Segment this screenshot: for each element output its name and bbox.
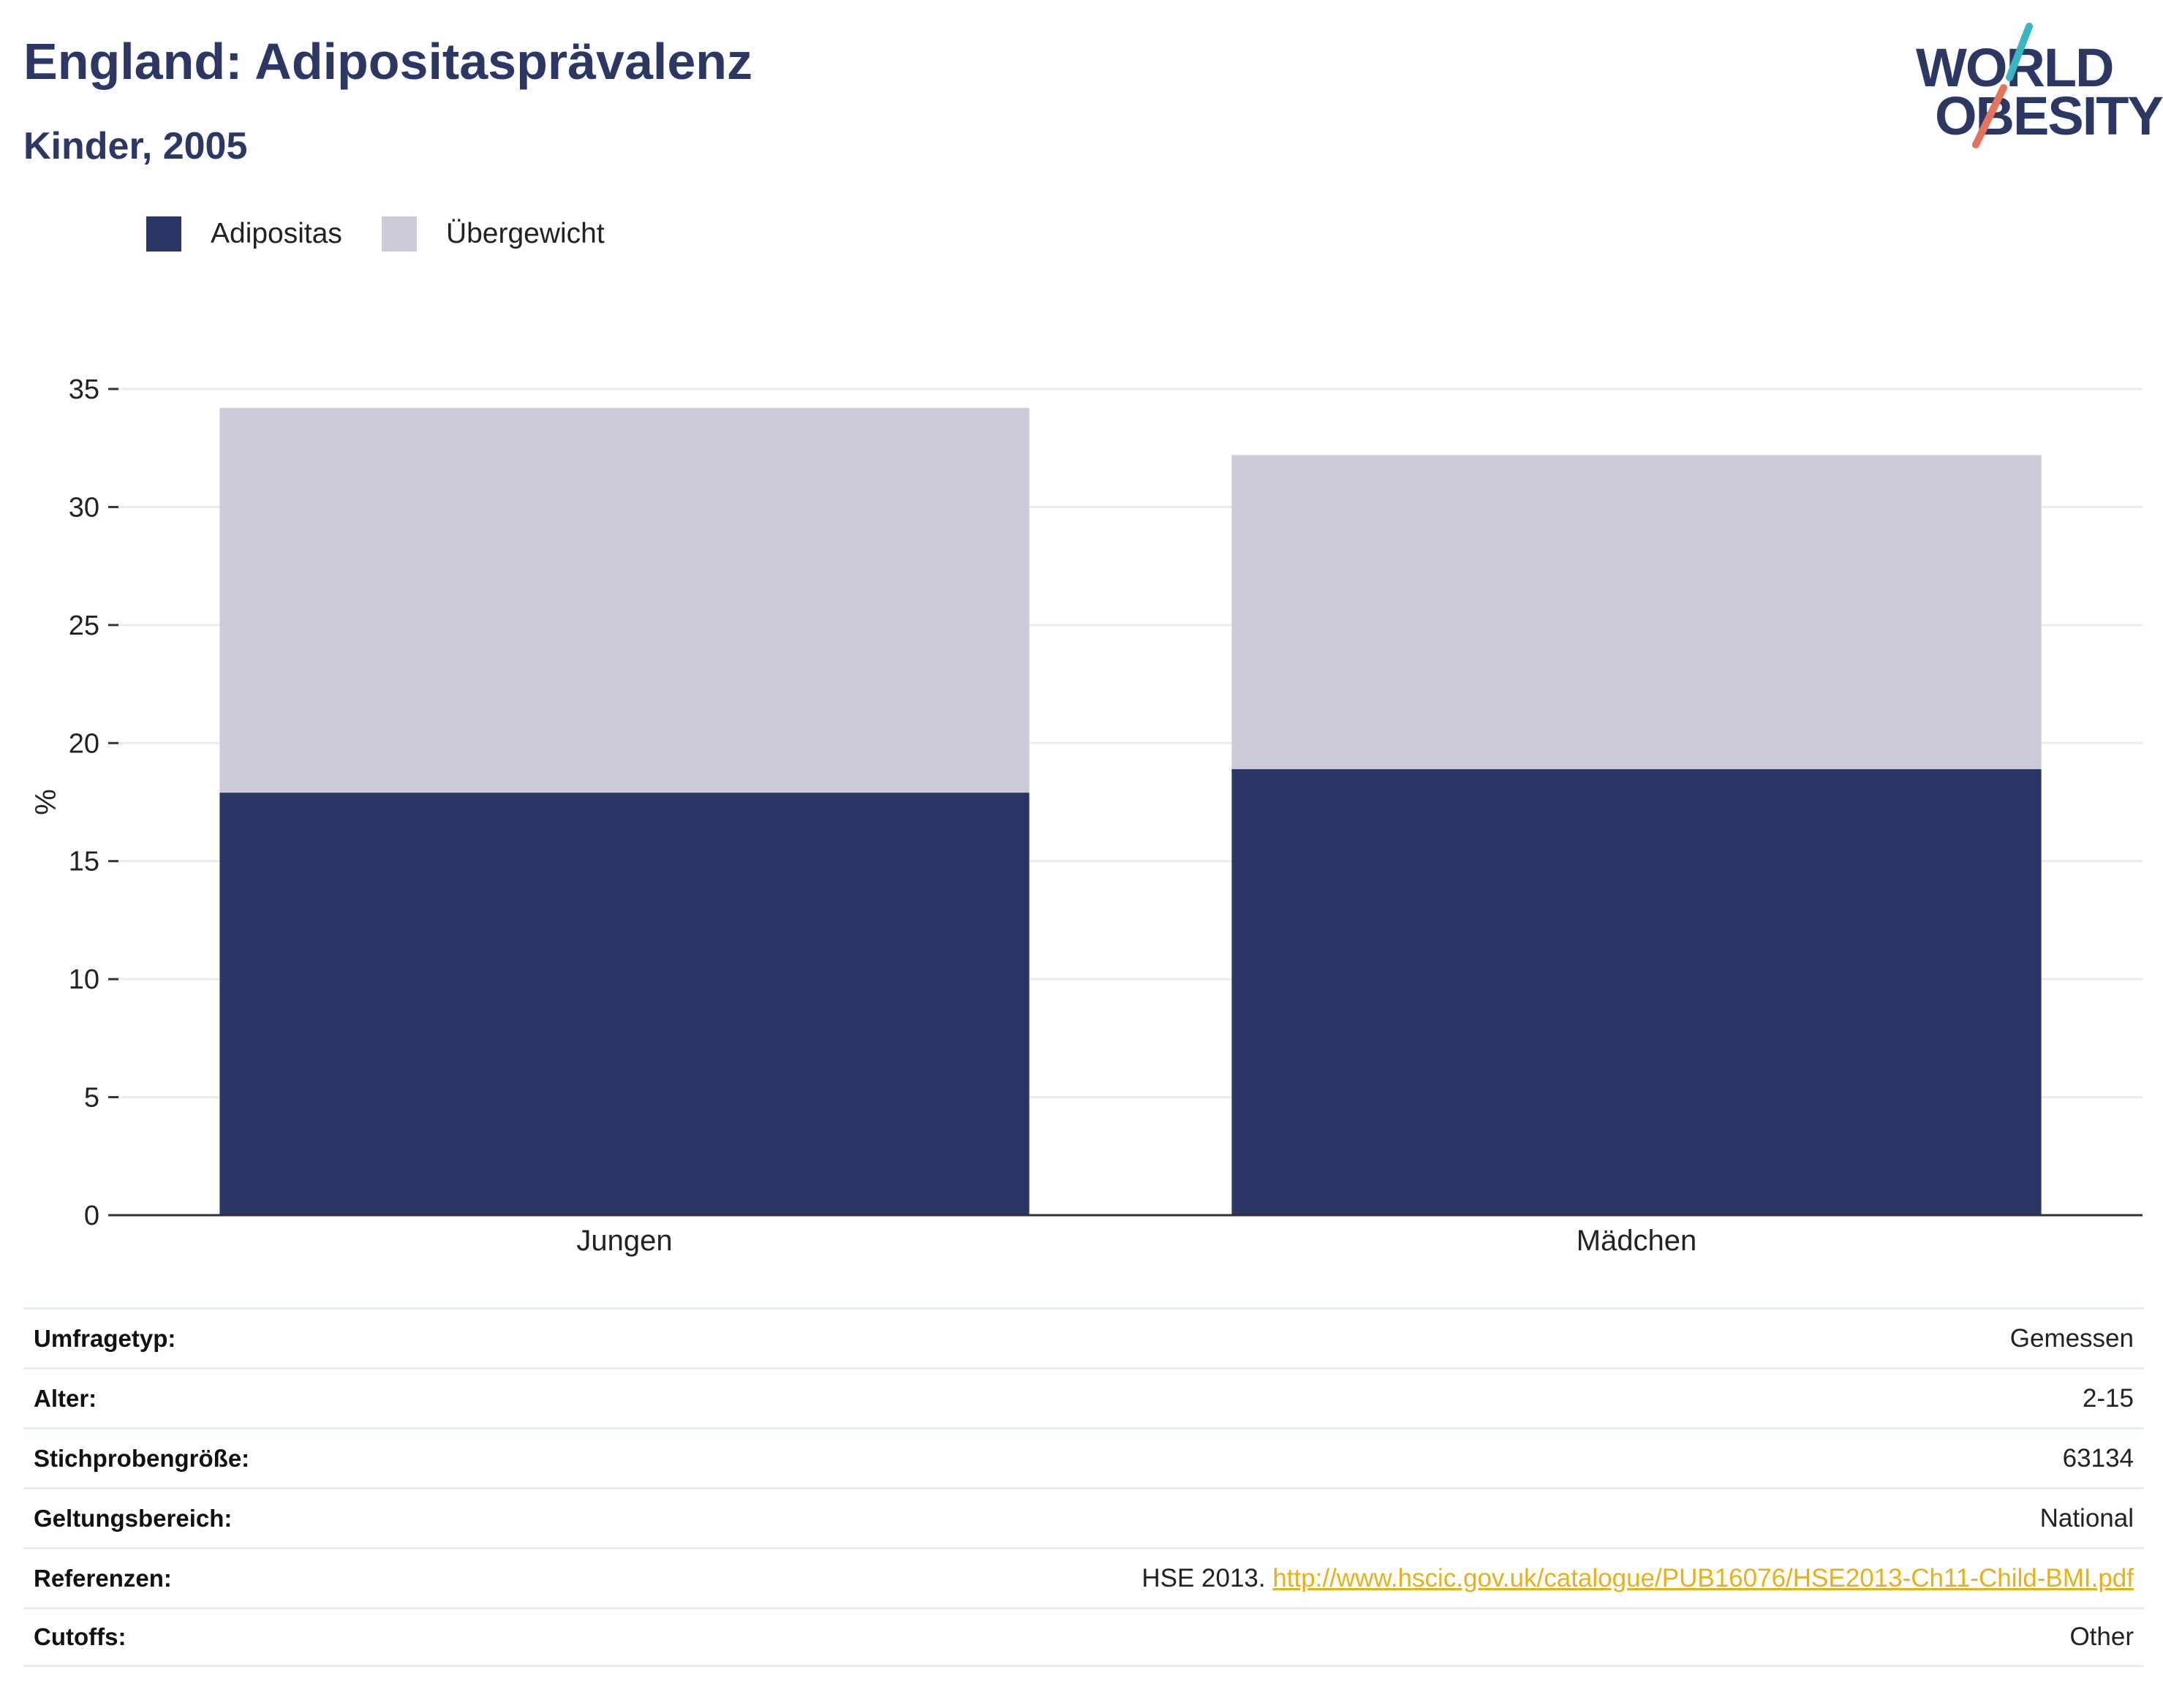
meta-row-references: Referenzen: HSE 2013. http://www.hscic.g… (23, 1547, 2144, 1607)
meta-value-reference: HSE 2013. http://www.hscic.gov.uk/catalo… (1141, 1564, 2134, 1593)
chart-title: England: Adipositasprävalenz (23, 33, 753, 90)
meta-value: Gemessen (2009, 1323, 2134, 1353)
y-tick-label: 30 (69, 492, 99, 523)
y-tick-label: 15 (69, 847, 99, 877)
meta-label: Stichprobengröße: (34, 1444, 250, 1472)
bar-uebergewicht-0 (219, 407, 1030, 793)
x-tick-label: Mädchen (1577, 1225, 1697, 1257)
chart-subtitle: Kinder, 2005 (23, 125, 248, 167)
meta-value: 63134 (2062, 1443, 2134, 1473)
y-tick-label: 5 (84, 1083, 99, 1114)
meta-label: Umfragetyp: (34, 1324, 176, 1352)
bar-uebergewicht-1 (1231, 455, 2042, 769)
logo-word-obesity: OBESITY (1935, 86, 2163, 146)
legend-label-uebergewicht: Übergewicht (445, 218, 605, 249)
y-tick-label: 10 (69, 964, 99, 995)
meta-row-scope: Geltungsbereich: National (23, 1487, 2144, 1547)
bar-adipositas-0 (219, 793, 1030, 1215)
meta-value: National (2039, 1503, 2134, 1533)
meta-label: Cutoffs: (34, 1623, 127, 1650)
stacked-bar-chart: 0 5 10 15 20 25 30 35% Jungen Mädchen (30, 374, 2143, 1257)
meta-label: Referenzen: (34, 1564, 172, 1592)
reference-text: HSE 2013. (1141, 1563, 1273, 1592)
y-tick-label: 25 (69, 611, 99, 641)
metadata-table: Umfragetyp: Gemessen Alter: 2-15 Stichpr… (23, 1307, 2144, 1667)
meta-row-cutoffs: Cutoffs: Other (23, 1607, 2144, 1667)
legend-item-adipositas[interactable]: Adipositas (146, 216, 342, 252)
legend-item-uebergewicht[interactable]: Übergewicht (381, 216, 605, 252)
meta-row-age: Alter: 2-15 (23, 1367, 2144, 1427)
legend-swatch-uebergewicht (381, 216, 417, 252)
chart-legend: Adipositas Übergewicht (146, 216, 644, 252)
meta-row-survey-type: Umfragetyp: Gemessen (23, 1307, 2144, 1367)
x-tick-label: Jungen (576, 1225, 672, 1257)
logo-slash-icon (1972, 23, 2033, 148)
y-tick-label: 0 (84, 1201, 99, 1231)
meta-row-sample-size: Stichprobengröße: 63134 (23, 1427, 2144, 1487)
y-axis-label: % (30, 789, 62, 815)
legend-label-adipositas: Adipositas (211, 218, 342, 249)
meta-value: 2-15 (2082, 1383, 2134, 1413)
reference-link[interactable]: http://www.hscic.gov.uk/catalogue/PUB160… (1272, 1563, 2134, 1592)
meta-label: Alter: (34, 1384, 97, 1412)
meta-label: Geltungsbereich: (34, 1504, 233, 1532)
y-tick-label: 35 (69, 374, 99, 405)
world-obesity-logo: WORLD OBESITY (1901, 20, 2163, 152)
bar-adipositas-1 (1231, 768, 2042, 1215)
y-tick-label: 20 (69, 728, 99, 759)
meta-value: Other (2069, 1622, 2134, 1651)
legend-swatch-adipositas (146, 216, 181, 252)
